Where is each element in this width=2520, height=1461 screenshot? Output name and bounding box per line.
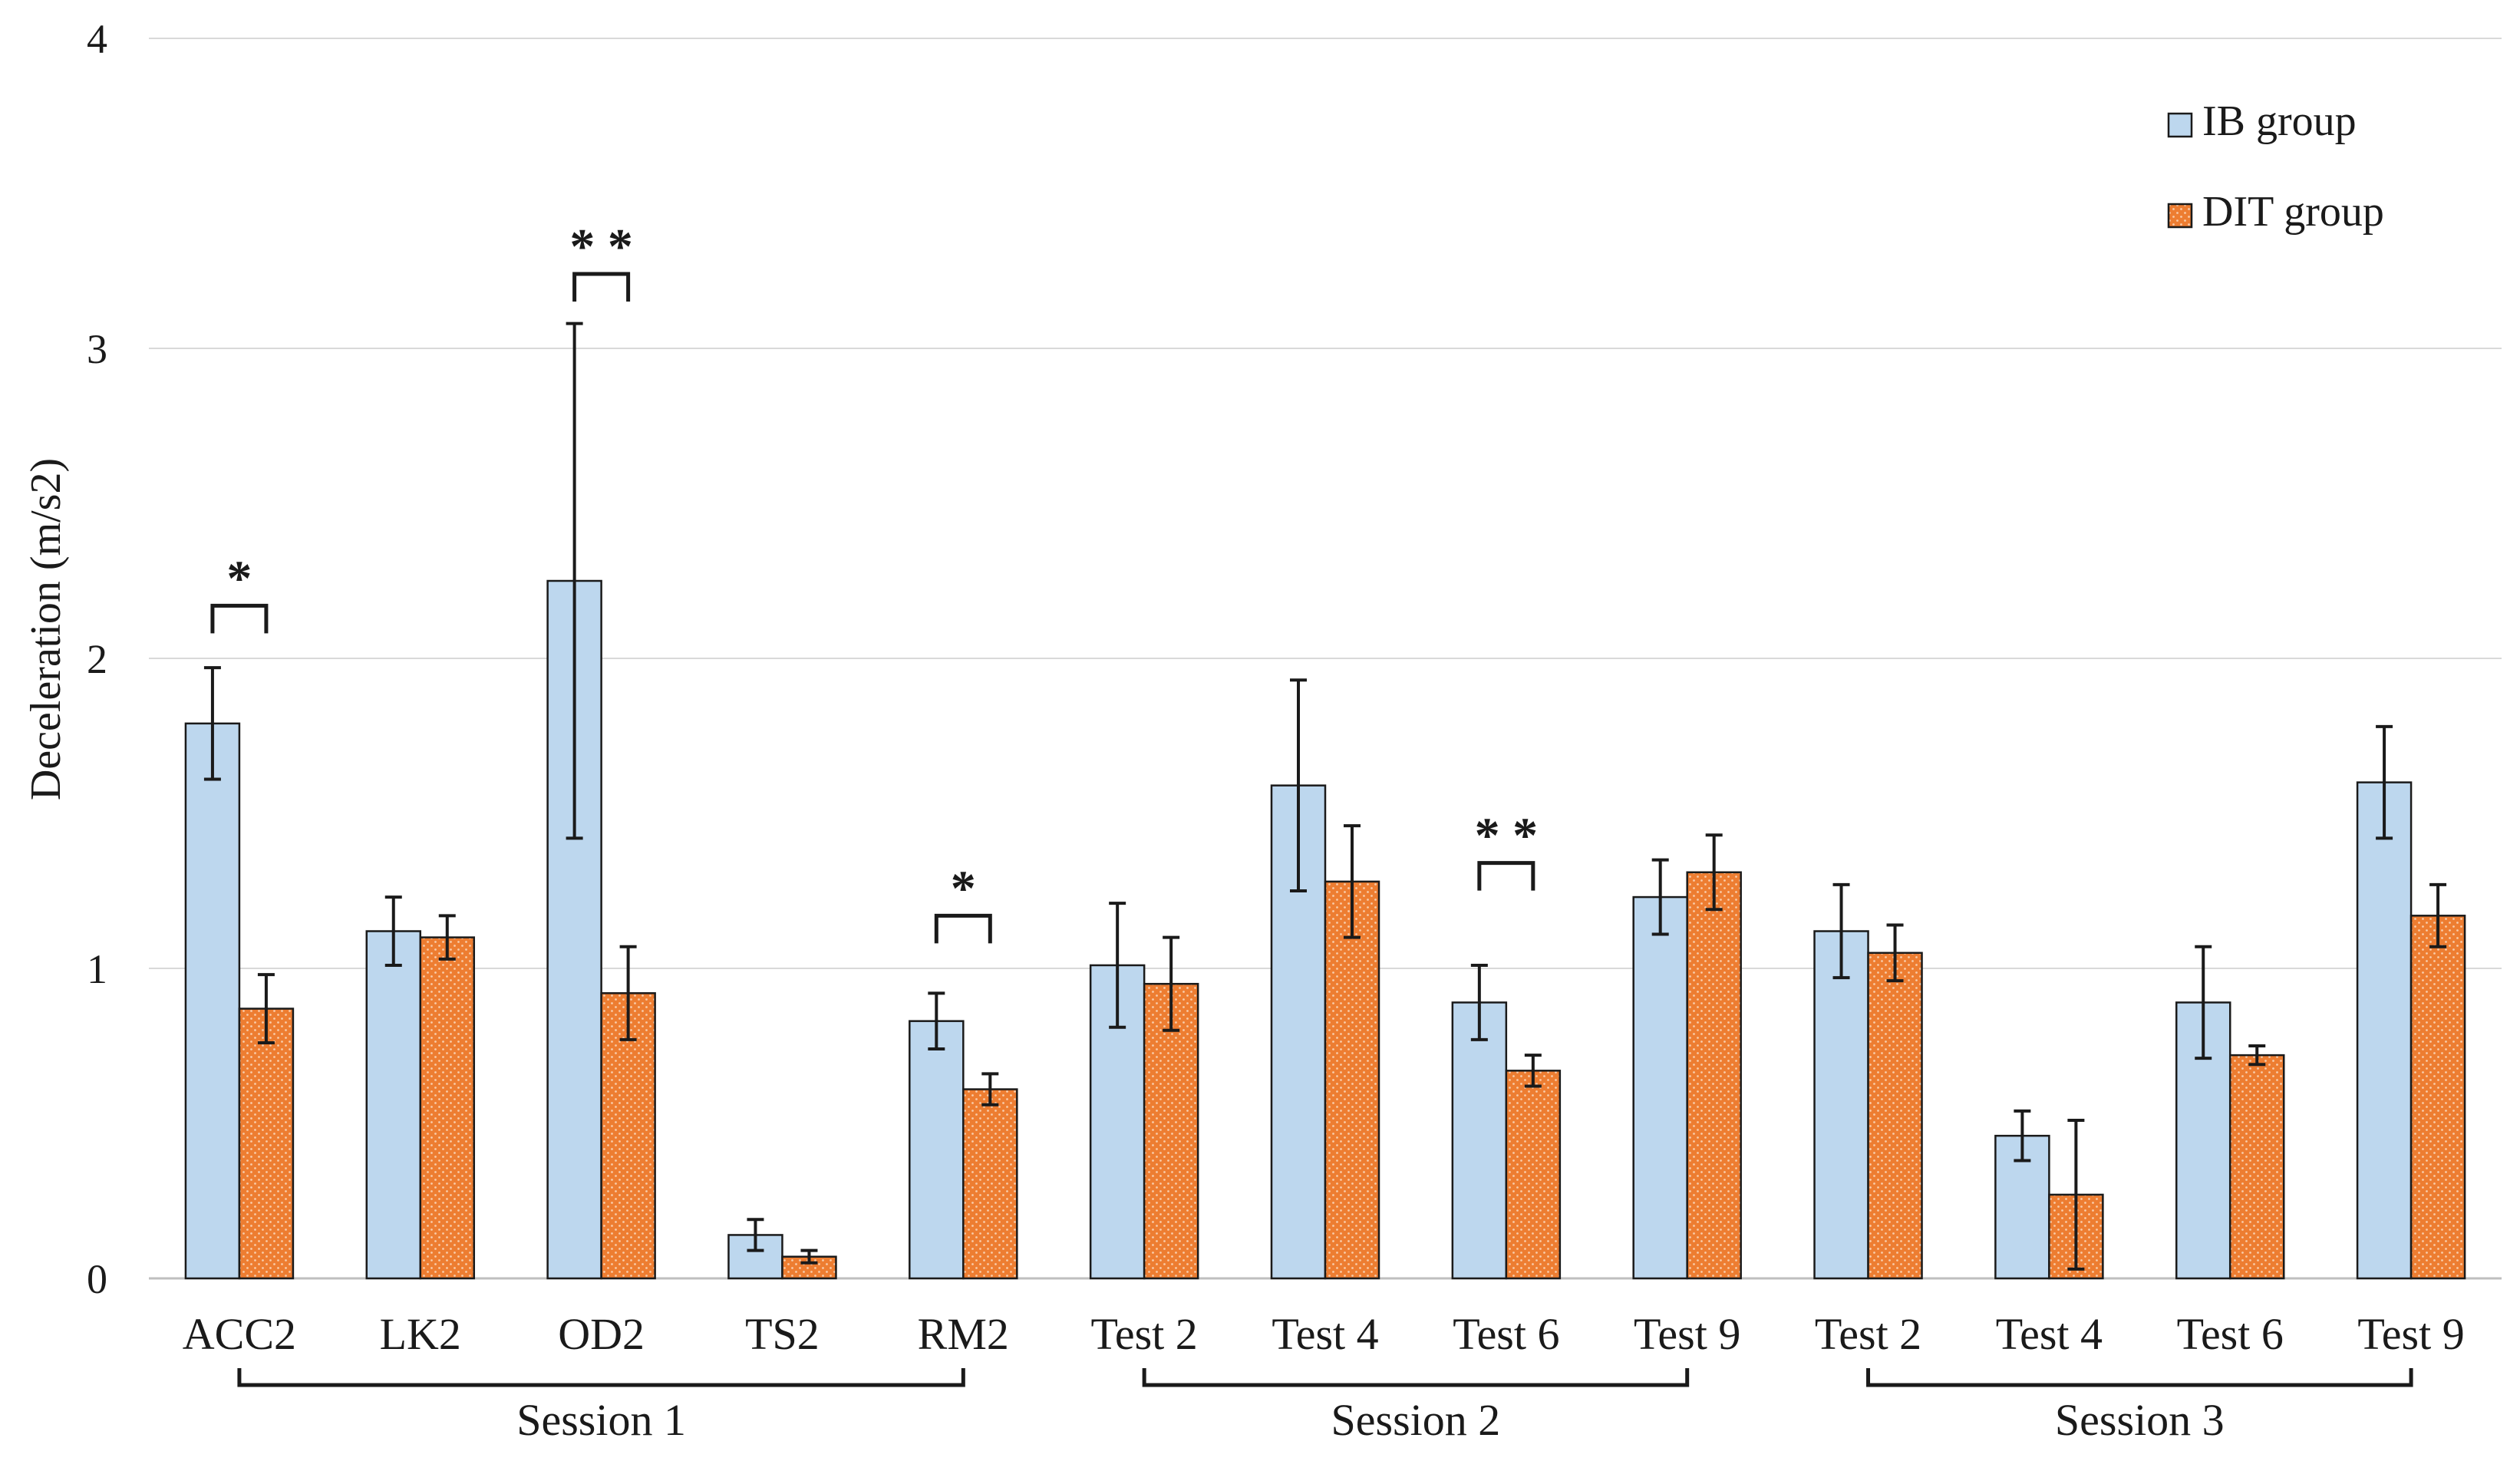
significance-label: * — [226, 550, 252, 606]
dit-bar — [1867, 951, 1923, 1280]
error-bar — [1109, 902, 1126, 1029]
error-bar — [981, 1072, 999, 1106]
y-axis-title: Deceleration (m/s2) — [22, 458, 70, 800]
y-tick-label: 2 — [87, 636, 107, 682]
error-bar — [1832, 882, 1850, 980]
x-tick-label: ACC2 — [183, 1309, 296, 1359]
legend-label: IB group — [2202, 97, 2357, 145]
significance-bracket: * * — [569, 219, 633, 302]
session-group: Session 2 — [1142, 1368, 1690, 1445]
dit-bar — [1324, 880, 1380, 1280]
dit-bar — [1505, 1070, 1562, 1280]
y-tick-label: 3 — [87, 326, 107, 372]
error-bar — [384, 895, 402, 967]
session-groups: Session 1 Session 2 Session 3 — [237, 1368, 2413, 1445]
legend-item: DIT group — [2167, 188, 2384, 236]
x-tick-label: LK2 — [380, 1309, 461, 1359]
x-tick-label: Test 6 — [1453, 1309, 1559, 1359]
significance-markers: * * * * * * — [210, 219, 1539, 944]
x-tick-label: Test 2 — [1815, 1309, 1921, 1359]
error-bar — [1470, 963, 1488, 1041]
x-tick-label: Test 2 — [1090, 1309, 1197, 1359]
error-bar — [2376, 724, 2393, 840]
x-tick-label: Test 9 — [1634, 1309, 1740, 1359]
dit-bar — [2410, 915, 2466, 1280]
session-group: Session 1 — [237, 1368, 965, 1445]
error-bar — [257, 973, 275, 1044]
dit-bar — [1143, 982, 1199, 1280]
gridlines: 0 1 2 3 4 — [87, 16, 2502, 1302]
error-bar — [747, 1218, 764, 1252]
error-bar — [1290, 678, 1307, 892]
ib-bar — [909, 1020, 965, 1280]
error-bars — [203, 322, 2447, 1271]
ib-bar — [1813, 930, 1869, 1280]
error-bar — [566, 322, 583, 840]
x-tick-label: Test 4 — [1272, 1309, 1378, 1359]
significance-label: * * — [569, 219, 633, 275]
dit-bar — [419, 936, 476, 1280]
error-bar — [1163, 935, 1180, 1032]
error-bar — [1344, 824, 1361, 939]
legend-label: DIT group — [2202, 188, 2384, 236]
category-labels: ACC2 LK2 OD2 TS2 RM2 Test 2 Test 4 Test 6 Test 9… — [183, 1309, 2465, 1359]
ib-bar — [1632, 895, 1688, 1280]
ib-bar — [365, 930, 422, 1280]
error-bar — [203, 666, 221, 781]
dit-bar — [238, 1008, 295, 1280]
ib-bar — [184, 722, 241, 1280]
y-tick-label: 1 — [87, 946, 107, 992]
error-bar — [2429, 882, 2447, 948]
y-tick-label: 4 — [87, 16, 107, 62]
significance-label: * — [951, 860, 976, 916]
legend-swatch — [2167, 112, 2193, 138]
session-label: Session 2 — [1331, 1395, 1501, 1445]
bars — [184, 579, 2466, 1280]
dit-bar — [1686, 871, 1742, 1280]
error-bar — [438, 914, 456, 961]
dit-bar — [2228, 1054, 2285, 1280]
error-bar — [1886, 923, 1904, 983]
ib-bar — [2356, 781, 2413, 1280]
legend-item: IB group — [2167, 97, 2357, 145]
session-group: Session 3 — [1866, 1368, 2413, 1445]
ib-bar — [1451, 1001, 1508, 1280]
x-tick-label: Test 9 — [2357, 1309, 2464, 1359]
error-bar — [1524, 1054, 1542, 1088]
x-tick-label: OD2 — [558, 1309, 645, 1359]
error-bar — [1705, 833, 1723, 912]
significance-bracket: * — [934, 860, 992, 944]
dit-bar — [962, 1088, 1018, 1280]
error-bar — [619, 945, 637, 1041]
session-label: Session 3 — [2055, 1395, 2225, 1445]
error-bar — [800, 1248, 818, 1265]
x-tick-label: Test 6 — [2177, 1309, 2284, 1359]
error-bar — [2067, 1118, 2085, 1271]
y-tick-label: 0 — [87, 1256, 107, 1302]
x-tick-label: TS2 — [745, 1309, 820, 1359]
significance-label: * * — [1475, 808, 1539, 864]
x-tick-label: RM2 — [918, 1309, 1009, 1359]
error-bar — [2014, 1109, 2031, 1163]
legend: IB group DIT group — [2167, 97, 2384, 236]
x-tick-label: Test 4 — [1996, 1309, 2103, 1359]
error-bar — [1651, 858, 1669, 936]
legend-swatch — [2167, 203, 2193, 229]
significance-bracket: * * — [1475, 808, 1539, 891]
error-bar — [2195, 945, 2212, 1060]
significance-bracket: * — [210, 550, 269, 634]
session-label: Session 1 — [516, 1395, 686, 1445]
error-bar — [928, 991, 945, 1051]
error-bar — [2248, 1044, 2266, 1067]
